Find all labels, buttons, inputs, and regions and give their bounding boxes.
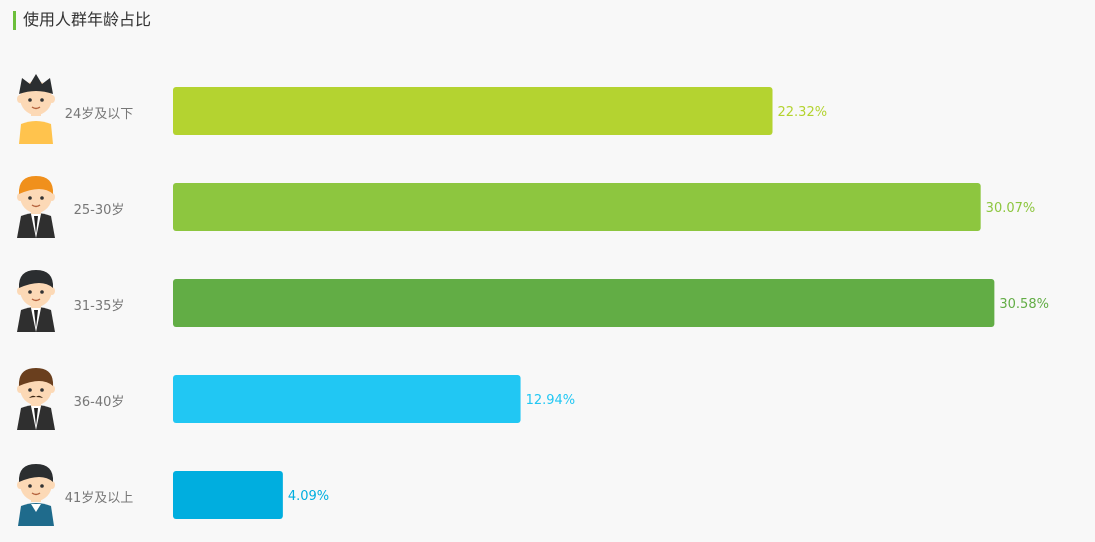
bar (173, 279, 995, 327)
value-label: 30.58% (999, 297, 1049, 312)
mustache-man-avatar-icon (17, 368, 55, 430)
bar (173, 471, 283, 519)
bar (173, 375, 521, 423)
bar (173, 87, 773, 135)
category-label: 25-30岁 (74, 203, 125, 218)
bar (173, 183, 981, 231)
category-label: 41岁及以上 (65, 491, 134, 506)
boy-avatar-icon (17, 74, 55, 144)
suited-man-avatar-icon (17, 270, 55, 332)
title-accent-bar (13, 11, 16, 30)
young-man-avatar-icon (17, 176, 55, 238)
category-label: 36-40岁 (74, 395, 125, 410)
value-label: 12.94% (526, 393, 576, 408)
value-label: 4.09% (288, 489, 329, 504)
category-label: 31-35岁 (74, 299, 125, 314)
category-label: 24岁及以下 (65, 107, 134, 122)
older-man-avatar-icon (17, 464, 55, 526)
value-label: 30.07% (986, 201, 1036, 216)
chart-title: 使用人群年龄占比 (23, 10, 152, 29)
value-label: 22.32% (778, 105, 828, 120)
